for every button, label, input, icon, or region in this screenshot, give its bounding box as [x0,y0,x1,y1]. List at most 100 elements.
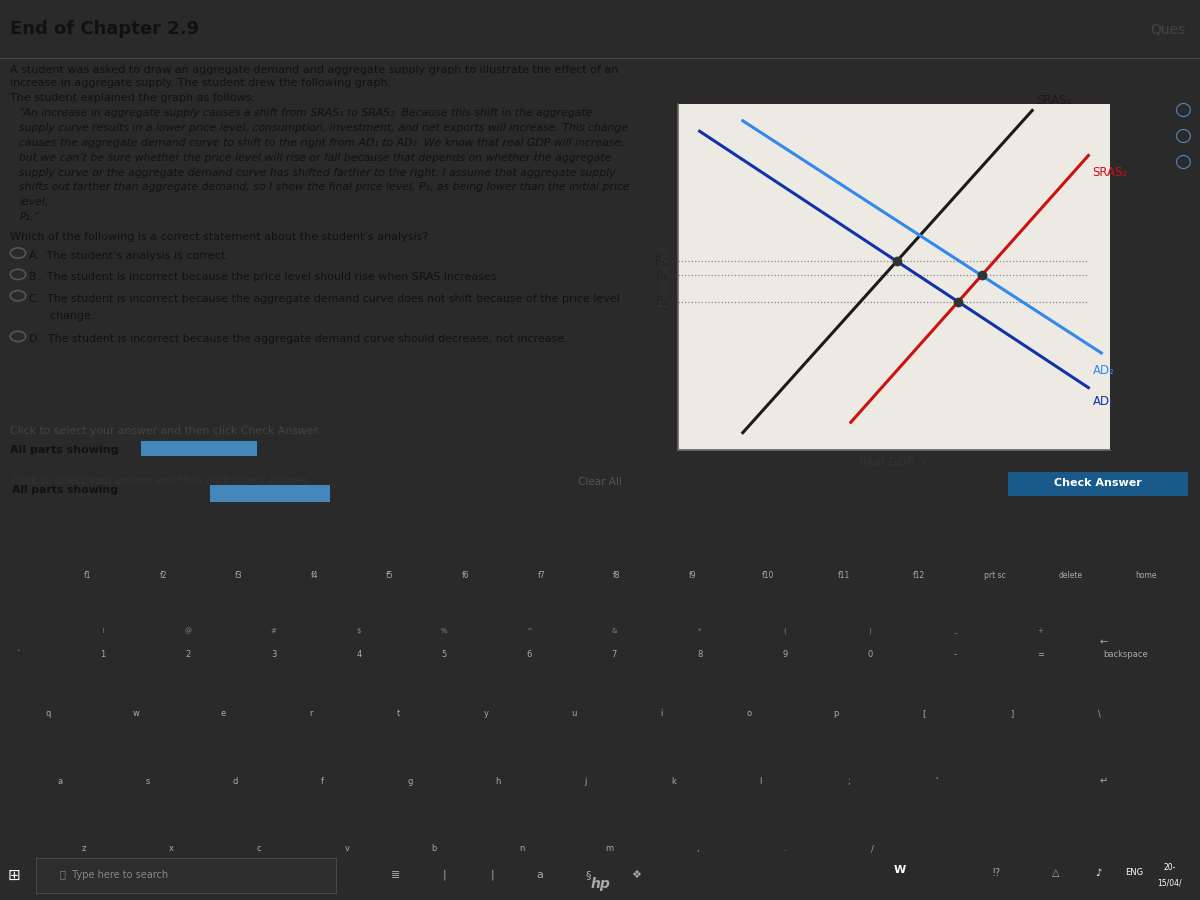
Text: A.  The student’s analysis is correct.: A. The student’s analysis is correct. [29,251,229,261]
Text: P₂: P₂ [655,295,667,308]
Text: Ques: Ques [1151,22,1186,36]
Text: &: & [612,627,617,634]
Y-axis label: Price level: Price level [660,247,672,307]
Text: +: + [1038,627,1043,634]
Text: c: c [257,844,262,853]
Text: 20-: 20- [1164,863,1176,872]
Text: q: q [46,709,50,718]
Text: ♪: ♪ [1094,868,1102,878]
Text: ○: ○ [1175,100,1192,120]
Text: home: home [1135,571,1157,580]
Text: f11: f11 [838,571,850,580]
Text: backspace: backspace [1103,650,1148,659]
Text: causes the aggregate demand curve to shift to the right from AD₁ to AD₂. We know: causes the aggregate demand curve to shi… [19,138,625,148]
Text: /: / [871,844,874,853]
Text: SRAS₂: SRAS₂ [1093,166,1128,179]
Text: s: s [145,777,150,786]
Text: #: # [271,627,276,634]
Text: 15/04/: 15/04/ [1158,878,1182,887]
Text: ⁉: ⁉ [992,868,1000,878]
Text: ,: , [696,844,698,853]
Text: ]: ] [1010,709,1013,718]
Text: 6: 6 [527,650,532,659]
Text: f9: f9 [689,571,696,580]
Text: change.: change. [29,310,94,320]
Text: _: _ [954,627,956,634]
Text: B.  The student is incorrect because the price level should rise when SRAS incre: B. The student is incorrect because the … [29,272,499,283]
Text: [: [ [923,709,925,718]
Text: \: \ [1098,709,1100,718]
Text: y: y [484,709,488,718]
Bar [142,441,257,456]
X-axis label: Real GDP, Y: Real GDP, Y [859,455,929,469]
Text: p: p [834,709,839,718]
Text: 5: 5 [442,650,446,659]
Text: f7: f7 [538,571,545,580]
Text: 4: 4 [356,650,361,659]
Text: All parts showing: All parts showing [10,446,118,455]
Text: D.  The student is incorrect because the aggregate demand curve should decrease,: D. The student is incorrect because the … [29,334,568,344]
Text: prt sc: prt sc [984,571,1006,580]
Text: f6: f6 [462,571,469,580]
Text: A student was asked to draw an aggregate demand and aggregate supply graph to il: A student was asked to draw an aggregate… [10,65,618,75]
Text: $: $ [356,627,361,634]
Text: ⌕  Type here to search: ⌕ Type here to search [60,870,168,880]
Text: P₁.”: P₁.” [19,212,40,222]
Text: |: | [442,870,446,880]
Text: n: n [520,844,524,853]
Text: g: g [408,777,413,786]
Text: 7: 7 [612,650,617,659]
Text: a: a [58,777,62,786]
Text: v: v [344,844,349,853]
Text: increase in aggregate supply. The student drew the following graph:: increase in aggregate supply. The studen… [10,77,391,87]
Text: ;: ; [847,777,850,786]
Text: level,: level, [19,197,49,207]
Text: ENG: ENG [1124,868,1144,878]
Text: `: ` [16,650,20,659]
Text: %: % [440,627,448,634]
Text: Which of the following is a correct statement about the student’s analysis?: Which of the following is a correct stat… [10,231,428,241]
Text: t: t [397,709,400,718]
Text: End of Chapter 2.9: End of Chapter 2.9 [10,20,199,38]
Text: x: x [169,844,174,853]
Text: f1: f1 [84,571,91,580]
Text: ↵: ↵ [1100,776,1108,787]
Text: e: e [221,709,226,718]
Text: (: ( [784,627,786,634]
Text: .: . [784,844,786,853]
Text: AD₂: AD₂ [1093,364,1115,377]
Text: f: f [322,777,324,786]
Text: supply curve results in a lower price level, consumption, investment, and net ex: supply curve results in a lower price le… [19,122,629,132]
Text: f12: f12 [913,571,925,580]
Text: AD₁: AD₁ [1093,395,1115,408]
Text: =: = [1037,650,1044,659]
Text: △: △ [1052,868,1060,878]
Text: f8: f8 [613,571,620,580]
Text: §: § [586,870,590,880]
Text: All parts showing: All parts showing [12,484,118,495]
Text: z: z [82,844,86,853]
Text: u: u [571,709,576,718]
Text: 0: 0 [868,650,872,659]
Text: “An increase in aggregate supply causes a shift from SRAS₁ to SRAS₂. Because thi: “An increase in aggregate supply causes … [19,108,593,118]
Text: delete: delete [1058,571,1082,580]
Text: Click to select your answer and then click Check Answer.: Click to select your answer and then cli… [12,475,310,486]
Text: ⊞: ⊞ [8,868,20,883]
Text: The student explained the graph as follows:: The student explained the graph as follo… [10,93,254,103]
Text: P₁: P₁ [655,255,667,268]
Text: 3: 3 [271,650,276,659]
Text: hp: hp [590,878,610,891]
Text: f10: f10 [762,571,774,580]
Text: ': ' [935,777,937,786]
Text: ←: ← [1100,637,1108,648]
Text: i: i [660,709,662,718]
Text: shifts out farther than aggregate demand, so I show the final price level, P₃, a: shifts out farther than aggregate demand… [19,183,630,193]
Text: but we can’t be sure whether the price level will rise or fall because that depe: but we can’t be sure whether the price l… [19,152,612,163]
Text: Clear All: Clear All [578,477,622,487]
Text: supply curve or the aggregate demand curve has shifted farther to the right. I a: supply curve or the aggregate demand cur… [19,167,616,177]
Bar [1008,472,1188,497]
Text: !: ! [102,627,104,634]
Text: f4: f4 [311,571,318,580]
Text: b: b [432,844,437,853]
Text: ○: ○ [1175,151,1192,171]
